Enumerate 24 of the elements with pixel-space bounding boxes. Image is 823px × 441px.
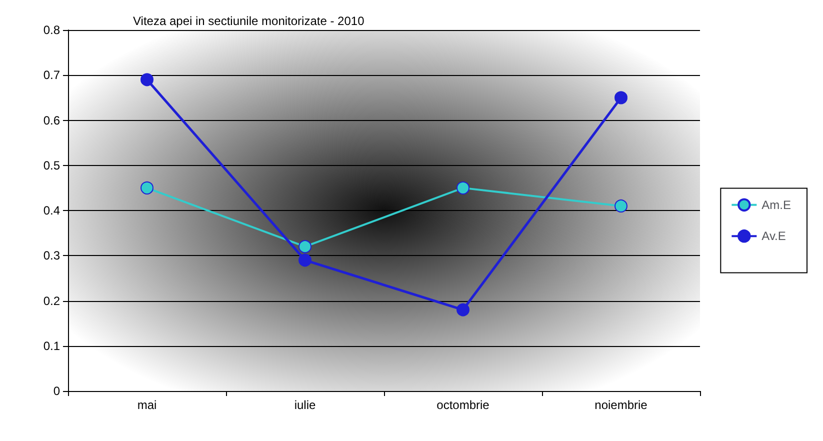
chart-title: Viteza apei in sectiunile monitorizate - 2010 [133, 14, 365, 28]
y-tick-label: 0.6 [43, 113, 60, 128]
point [298, 254, 312, 267]
y-tick-label: 0.2 [43, 294, 60, 308]
y-tick-label: 0.1 [43, 338, 60, 353]
point [140, 181, 154, 194]
y-tick-label: 0.3 [43, 248, 60, 263]
x-tick-label: iulie [294, 398, 316, 412]
x-tick-label: mai [137, 398, 157, 412]
x-tick-label: octombrie [436, 398, 490, 412]
y-tick-label: 0 [53, 384, 60, 398]
point [298, 240, 312, 254]
point [456, 303, 470, 316]
y-tick-label: 0.7 [43, 68, 60, 82]
y-tick-label: 0.4 [43, 204, 60, 218]
legend-label: Av.E [762, 229, 786, 244]
y-tick-label: 0.8 [43, 23, 60, 37]
point [456, 181, 470, 194]
point [614, 91, 628, 104]
legend-label: Am.E [762, 198, 792, 212]
x-tick-label: noiembrie [594, 398, 648, 412]
point [614, 199, 628, 212]
y-tick-label: 0.5 [43, 158, 60, 172]
point [140, 73, 154, 86]
